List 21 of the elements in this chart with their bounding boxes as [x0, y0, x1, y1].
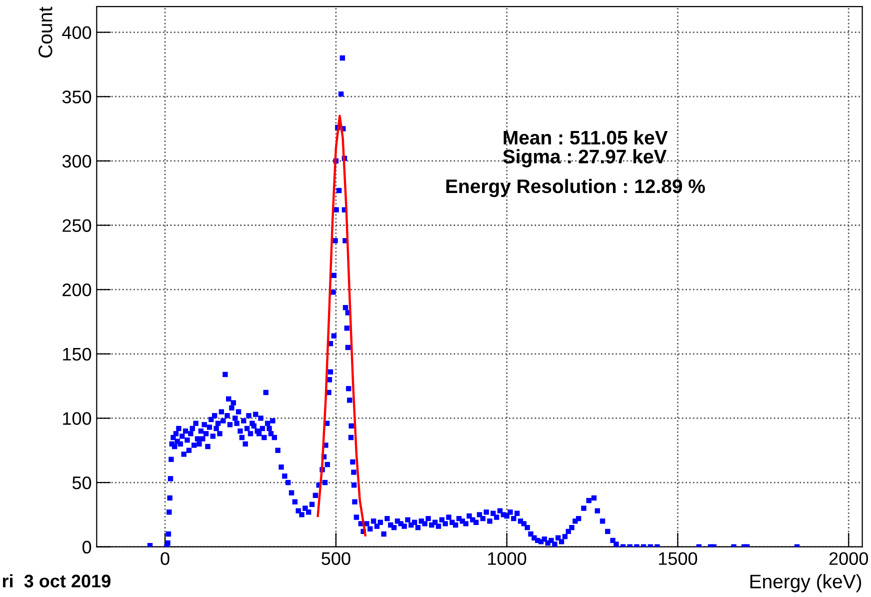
x-tick-label: 1500 — [659, 552, 698, 565]
y-tick-label: 350 — [62, 90, 92, 104]
x-tick-label: 500 — [322, 552, 350, 565]
line-series — [316, 114, 366, 536]
y-tick-label: 250 — [62, 219, 92, 232]
y-axis-title: Count — [38, 6, 52, 58]
x-tick-label: 1000 — [488, 552, 526, 565]
y-tick-label: 150 — [63, 348, 92, 361]
annotation: Energy Resolution : 12.89 % — [446, 178, 705, 198]
y-tick-label: 100 — [63, 412, 92, 425]
x-tick-label: 0 — [160, 552, 170, 565]
x-axis-title: Energy (keV) — [750, 574, 862, 592]
y-tick-label: 0 — [82, 540, 92, 554]
x-tick-label: 2000 — [829, 552, 868, 565]
y-tick-label: 300 — [62, 154, 92, 168]
y-tick-label: 400 — [62, 26, 92, 40]
text: ri 3 oct 2019 — [2, 574, 110, 588]
annotation: Mean : 511.05 keV — [504, 130, 668, 145]
y-tick-label: 50 — [72, 476, 92, 490]
annotation: Sigma : 27.97 keV — [503, 149, 667, 168]
y-tick-label: 200 — [62, 284, 92, 296]
